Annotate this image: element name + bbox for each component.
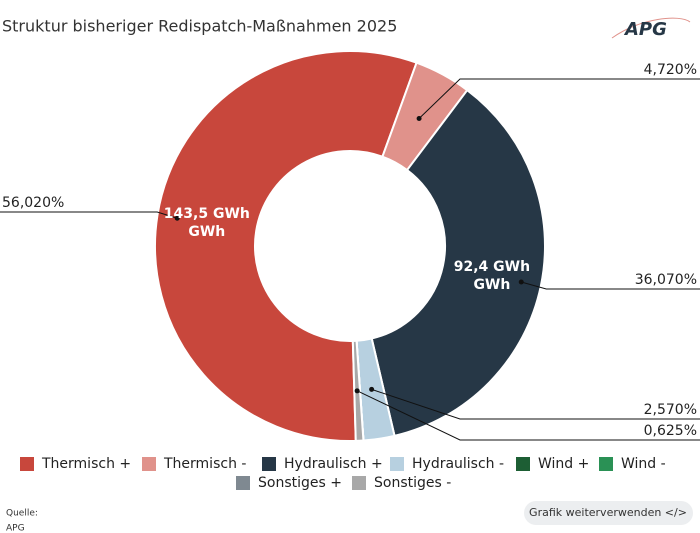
legend-swatch <box>516 457 530 471</box>
legend-swatch <box>20 457 34 471</box>
reuse-button-label[interactable]: Grafik weiterverwenden </> <box>529 506 687 519</box>
legend-label: Sonstiges - <box>374 475 451 491</box>
legend-label: Thermisch - <box>163 456 246 472</box>
legend-label: Hydraulisch - <box>412 456 504 472</box>
legend-label: Sonstiges + <box>258 475 342 491</box>
leader-line <box>0 211 178 219</box>
source: APG <box>6 524 25 533</box>
reuse-button[interactable] <box>524 501 693 525</box>
leader-line <box>521 281 700 290</box>
donut-segment <box>370 88 546 438</box>
leader-line <box>371 388 700 420</box>
legend-swatch <box>599 457 613 471</box>
legend-label: Hydraulisch + <box>284 456 383 472</box>
data-label: 0,625% <box>644 423 697 439</box>
inner-label: GWh <box>188 224 225 240</box>
legend-swatch <box>142 457 156 471</box>
logo: APG <box>623 19 667 40</box>
logo-swoosh <box>611 17 691 39</box>
source-label: Quelle: <box>6 509 38 519</box>
leader-line <box>418 78 700 119</box>
legend-label: Wind + <box>538 456 589 472</box>
data-label: 56,020% <box>2 195 64 211</box>
legend-swatch <box>352 476 366 490</box>
inner-label: GWh <box>473 277 510 293</box>
legend-label: Wind - <box>621 456 666 472</box>
inner-label: 92,4 GWh <box>454 259 530 275</box>
data-label: 36,070% <box>635 272 697 288</box>
legend-label: Thermisch + <box>41 456 131 472</box>
donut-segment <box>154 50 418 442</box>
legend-swatch <box>236 476 250 490</box>
data-label: 2,570% <box>644 402 697 418</box>
leader-line <box>356 390 700 441</box>
legend-swatch <box>390 457 404 471</box>
inner-label: 143,5 GWh <box>164 206 250 222</box>
data-label: 4,720% <box>644 62 697 78</box>
chart-title: Struktur bisheriger Redispatch-Maßnahmen… <box>2 17 397 36</box>
legend-swatch <box>262 457 276 471</box>
